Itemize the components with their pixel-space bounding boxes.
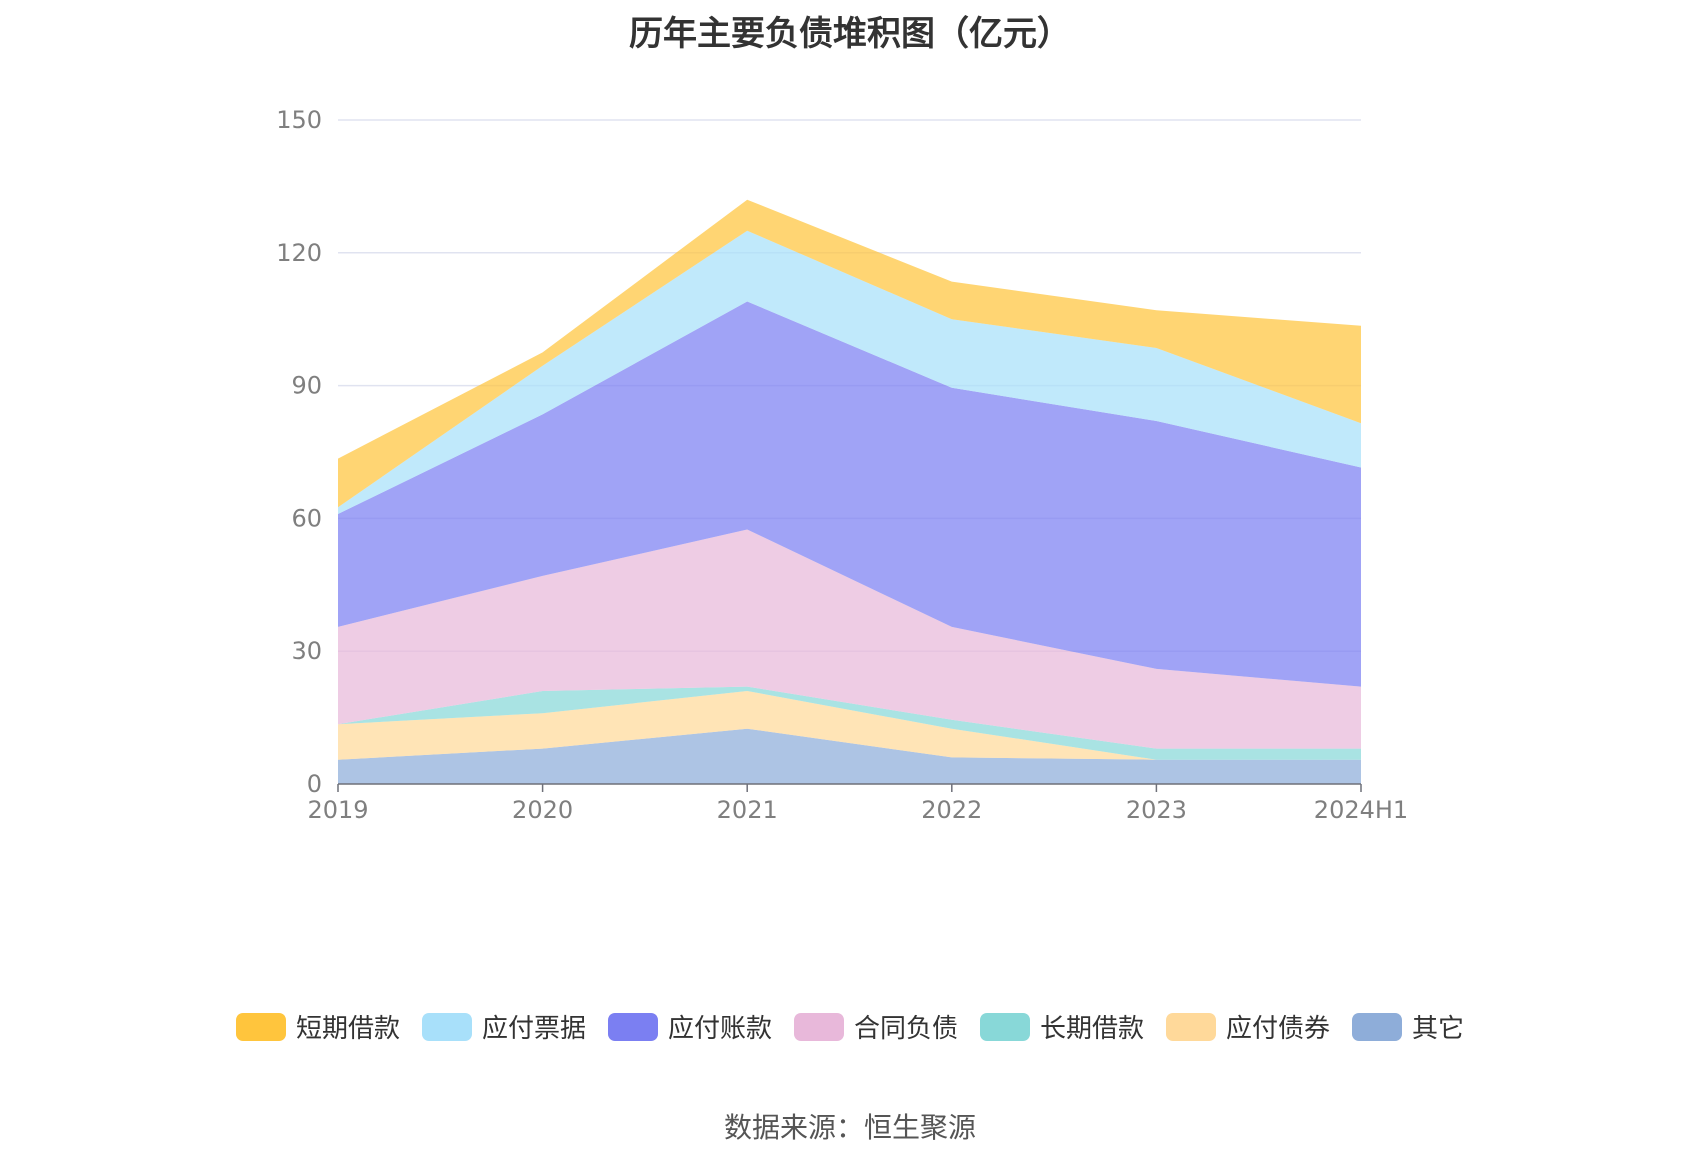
area-series-短期借款 [338,199,1361,508]
x-tick-label: 2024H1 [1314,796,1408,824]
legend-label: 长期借款 [1040,1014,1145,1044]
x-tick-label: 2019 [307,796,368,824]
legend-label: 应付账款 [667,1014,772,1044]
legend-label: 其它 [1412,1014,1465,1044]
x-tick-label: 2021 [717,796,778,824]
y-tick-label: 30 [291,637,322,665]
axes: 0 30 60 90 120 150 2019 2020 2021 2022 2023 2024H1 [276,106,1408,824]
x-tick-label: 2020 [512,796,573,824]
legend-label: 短期借款 [295,1014,400,1044]
legend-item[interactable]: 长期借款 [980,1008,1144,1045]
area-series [338,199,1361,784]
area-series-其它 [338,728,1361,784]
area-series-应付票据 [338,230,1361,514]
x-tick-label: 2023 [1126,796,1187,824]
legend-item[interactable]: 其它 [1352,1008,1464,1045]
y-tick-label: 0 [307,770,322,798]
x-tick-label: 2022 [921,796,982,824]
legend-item[interactable]: 应付债券 [1166,1008,1330,1045]
legend-item[interactable]: 短期借款 [235,1008,400,1045]
legend-item[interactable]: 应付票据 [421,1008,586,1045]
legend-label: 应付票据 [481,1014,586,1044]
legend-swatch [1166,1012,1217,1041]
legend-item[interactable]: 应付账款 [607,1008,772,1045]
legend-item[interactable]: 合同负债 [793,1008,958,1045]
legend-label: 应付债券 [1226,1014,1331,1044]
area-series-应付债券 [338,691,1361,760]
y-tick-label: 120 [276,239,322,267]
legend-swatch [1352,1012,1403,1041]
y-tick-label: 150 [276,106,322,134]
y-tick-label: 60 [291,504,322,532]
legend-swatch [421,1012,472,1041]
chart-title: 历年主要负债堆积图（亿元） [629,14,1071,54]
legend-swatch [607,1012,658,1041]
legend-swatch [980,1012,1030,1041]
legend-label: 合同负债 [853,1014,958,1044]
data-source: 数据来源：恒生聚源 [723,1111,976,1144]
area-series-应付账款 [338,301,1361,687]
y-tick-label: 90 [291,372,322,400]
area-series-长期借款 [338,686,1361,760]
legend: 短期借款 应付票据 应付账款 合同负债 长期借款 应付债券 其它 [0,1008,1700,1045]
legend-swatch [235,1012,286,1041]
area-series-合同负债 [338,529,1361,749]
legend-swatch [793,1012,844,1041]
